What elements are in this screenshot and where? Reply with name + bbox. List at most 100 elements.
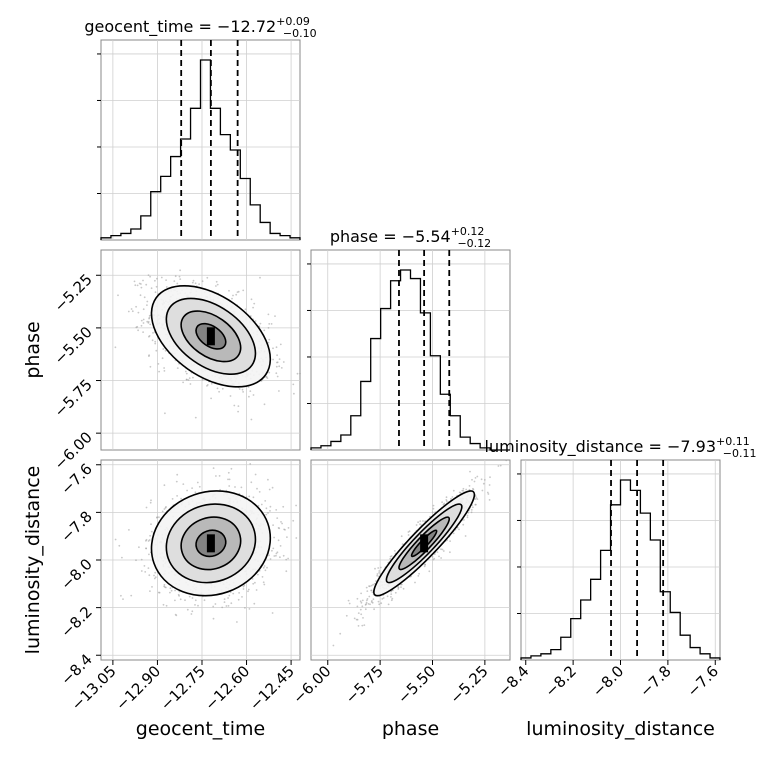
x-tick-label: −8.4 bbox=[494, 662, 532, 700]
scatter-point bbox=[332, 644, 335, 647]
scatter-point bbox=[463, 519, 465, 521]
scatter-point bbox=[486, 491, 489, 494]
scatter-point bbox=[238, 388, 241, 390]
scatter-point bbox=[182, 483, 185, 485]
scatter-point bbox=[131, 310, 134, 313]
scatter-point bbox=[227, 478, 229, 481]
scatter-point bbox=[282, 505, 285, 508]
scatter-point bbox=[391, 597, 394, 600]
density-peak bbox=[206, 327, 215, 346]
scatter-point bbox=[165, 279, 168, 281]
scatter-point bbox=[407, 534, 410, 536]
scatter-point bbox=[287, 557, 289, 560]
scatter-point bbox=[155, 349, 158, 352]
scatter-point bbox=[194, 282, 197, 285]
scatter-point bbox=[163, 583, 166, 586]
scatter-point bbox=[241, 596, 243, 598]
scatter-point bbox=[402, 587, 405, 590]
scatter-point bbox=[221, 387, 224, 390]
scatter-point bbox=[174, 589, 177, 592]
scatter-point bbox=[252, 394, 255, 396]
scatter-point bbox=[361, 624, 364, 627]
scatter-point bbox=[218, 475, 221, 477]
x-tick-label: −7.8 bbox=[636, 662, 674, 700]
scatter-point bbox=[186, 378, 188, 381]
scatter-point bbox=[135, 326, 138, 329]
scatter-point bbox=[201, 378, 204, 381]
scatter-point bbox=[366, 599, 368, 602]
scatter-point bbox=[378, 603, 381, 606]
scatter-point bbox=[268, 554, 270, 557]
scatter-point bbox=[272, 347, 274, 350]
scatter-point bbox=[140, 324, 143, 327]
scatter-point bbox=[380, 566, 382, 569]
scatter-point bbox=[268, 338, 271, 341]
scatter-point bbox=[196, 481, 199, 484]
scatter-point bbox=[236, 621, 238, 623]
scatter-point bbox=[488, 499, 491, 501]
scatter-point bbox=[261, 576, 264, 578]
scatter-point bbox=[142, 318, 145, 321]
scatter-point bbox=[154, 279, 156, 282]
title-minus: −0.11 bbox=[723, 447, 757, 460]
scatter-point bbox=[174, 275, 177, 278]
scatter-point bbox=[247, 588, 250, 591]
scatter-point bbox=[163, 508, 166, 510]
scatter-point bbox=[505, 459, 508, 462]
scatter-point bbox=[146, 300, 149, 303]
scatter-point bbox=[230, 467, 233, 470]
scatter-point bbox=[252, 496, 255, 499]
scatter-point bbox=[359, 608, 362, 611]
scatter-point bbox=[360, 592, 362, 595]
title-main: geocent_time = −12.72 bbox=[84, 17, 276, 37]
scatter-point bbox=[140, 283, 142, 285]
scatter-point bbox=[163, 367, 166, 369]
scatter-point bbox=[218, 390, 221, 393]
scatter-point bbox=[268, 323, 271, 325]
scatter-point bbox=[223, 601, 226, 603]
scatter-point bbox=[452, 532, 455, 535]
scatter-point bbox=[368, 585, 370, 587]
scatter-point bbox=[441, 548, 444, 551]
scatter-point bbox=[150, 523, 152, 526]
y-tick-label: −5.50 bbox=[51, 323, 96, 368]
scatter-point bbox=[156, 516, 158, 519]
scatter-point bbox=[194, 416, 197, 419]
scatter-point bbox=[423, 565, 426, 568]
x-tick-label: −8.0 bbox=[589, 662, 627, 700]
histogram-step bbox=[310, 269, 510, 451]
scatter-point bbox=[118, 544, 121, 547]
scatter-point bbox=[164, 506, 167, 509]
scatter-point bbox=[441, 501, 443, 503]
scatter-point bbox=[452, 489, 455, 492]
scatter-point bbox=[177, 593, 180, 596]
scatter-point bbox=[237, 598, 240, 601]
scatter-point bbox=[265, 513, 268, 516]
scatter-point bbox=[130, 594, 133, 597]
scatter-point bbox=[188, 377, 191, 379]
scatter-point bbox=[169, 587, 172, 590]
scatter-point bbox=[139, 294, 142, 297]
scatter-point bbox=[356, 618, 359, 621]
scatter-point bbox=[348, 602, 351, 605]
scatter-point bbox=[440, 548, 442, 551]
scatter-point bbox=[269, 505, 272, 508]
panel-title: geocent_time = −12.72+0.09 −0.10 bbox=[84, 15, 316, 40]
scatter-point bbox=[436, 551, 439, 553]
scatter-point bbox=[136, 284, 139, 287]
scatter-point bbox=[269, 510, 271, 512]
panel-2-2 bbox=[517, 459, 721, 661]
scatter-point bbox=[264, 500, 267, 502]
scatter-point bbox=[462, 523, 465, 526]
scatter-point bbox=[369, 603, 371, 606]
scatter-point bbox=[295, 537, 298, 539]
scatter-point bbox=[179, 598, 182, 601]
scatter-point bbox=[286, 536, 288, 538]
scatter-point bbox=[359, 600, 362, 603]
scatter-point bbox=[272, 524, 274, 526]
scatter-point bbox=[263, 403, 266, 406]
scatter-point bbox=[276, 375, 279, 378]
scatter-point bbox=[244, 308, 247, 311]
scatter-point bbox=[189, 383, 192, 385]
scatter-point bbox=[169, 591, 171, 594]
